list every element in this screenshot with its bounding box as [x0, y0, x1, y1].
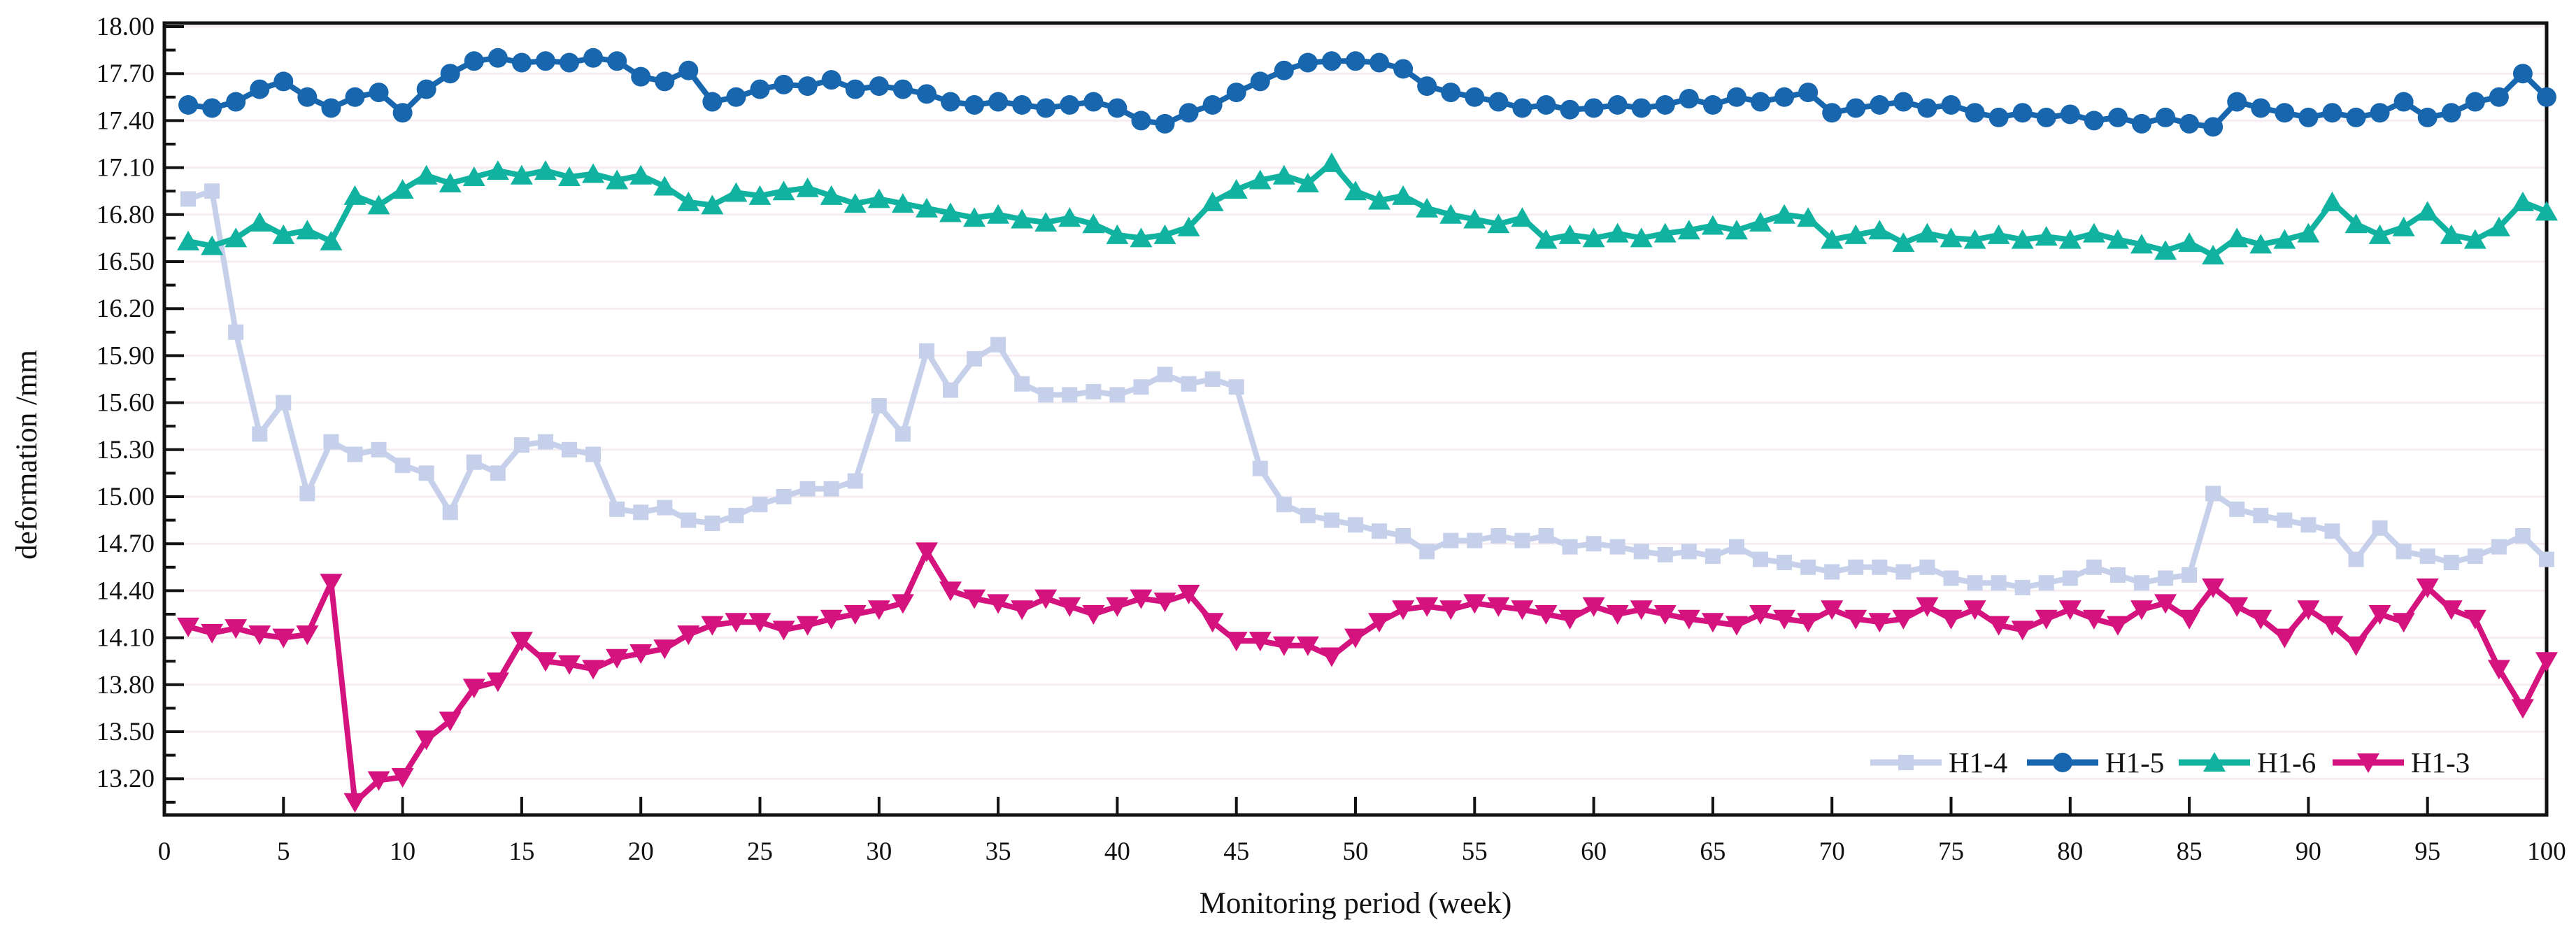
x-tick-label: 35: [985, 837, 1011, 866]
legend-label-H1-4: H1-4: [1949, 746, 2007, 779]
legend-item-H1-4: H1-4: [1870, 746, 2007, 779]
x-tick-label: 20: [628, 837, 654, 866]
legend-item-H1-5: H1-5: [2027, 746, 2164, 779]
y-tick-label: 18.00: [97, 13, 155, 41]
y-tick-label: 13.50: [97, 718, 155, 746]
y-tick-label: 14.40: [97, 576, 155, 605]
series-H1-4: [180, 183, 2554, 595]
plot-frame: [162, 21, 2549, 817]
x-tick-label: 25: [747, 837, 773, 866]
legend-item-H1-6: H1-6: [2179, 746, 2316, 779]
y-tick-label: 13.20: [97, 765, 155, 793]
series-line-H1-4: [187, 188, 2549, 590]
y-tick-label: 15.60: [97, 389, 155, 418]
y-axis-title: deformation /mm: [10, 350, 43, 560]
x-tick-label: 90: [2296, 837, 2321, 866]
series-line-H1-5: [187, 55, 2549, 130]
x-tick-label: 75: [1938, 837, 1964, 866]
y-tick-label: 15.90: [97, 341, 155, 370]
x-tick-label: 80: [2057, 837, 2083, 866]
x-tick-label: 10: [390, 837, 415, 866]
x-tick-label: 50: [1343, 837, 1369, 866]
x-tick-label: 40: [1104, 837, 1130, 866]
x-tick-label: 65: [1700, 837, 1725, 866]
y-tick-label: 16.80: [97, 201, 155, 229]
y-tick-label: 16.20: [97, 295, 155, 323]
legend-label-H1-3: H1-3: [2411, 746, 2470, 779]
series-line-H1-6: [187, 159, 2548, 258]
x-tick-label: 60: [1581, 837, 1607, 866]
legend-label-H1-5: H1-5: [2105, 746, 2164, 779]
x-tick-label: 45: [1223, 837, 1249, 866]
series-H1-3: [177, 542, 2558, 813]
legend: H1-4 H1-5 H1-6 H1-3: [1870, 746, 2470, 779]
y-tick-label: 15.30: [97, 436, 155, 464]
x-tick-label: 5: [277, 837, 290, 866]
series-H1-5: [178, 48, 2556, 137]
y-tick-label: 17.10: [97, 154, 155, 183]
x-tick-label: 95: [2414, 837, 2440, 866]
y-tick-label: 14.10: [97, 624, 155, 653]
x-tick-label: 85: [2177, 837, 2203, 866]
y-tick-label: 14.70: [97, 530, 155, 558]
x-tick-label: 70: [1819, 837, 1845, 866]
legend-label-H1-6: H1-6: [2257, 746, 2316, 779]
y-tick-label: 17.40: [97, 106, 155, 135]
legend-item-H1-3: H1-3: [2333, 746, 2470, 779]
y-tick-label: 13.80: [97, 671, 155, 700]
x-tick-label: 55: [1462, 837, 1488, 866]
y-tick-label: 17.70: [97, 59, 155, 88]
x-tick-label: 30: [866, 837, 892, 866]
y-tick-label: 16.50: [97, 248, 155, 276]
series-H1-6: [177, 152, 2558, 265]
x-tick-label: 15: [508, 837, 534, 866]
series-line-H1-3: [187, 548, 2549, 805]
y-tick-label: 15.00: [97, 483, 155, 511]
x-axis-title: Monitoring period (week): [1200, 887, 1512, 920]
x-tick-label: 0: [158, 837, 171, 866]
x-tick-label: 100: [2527, 837, 2566, 866]
